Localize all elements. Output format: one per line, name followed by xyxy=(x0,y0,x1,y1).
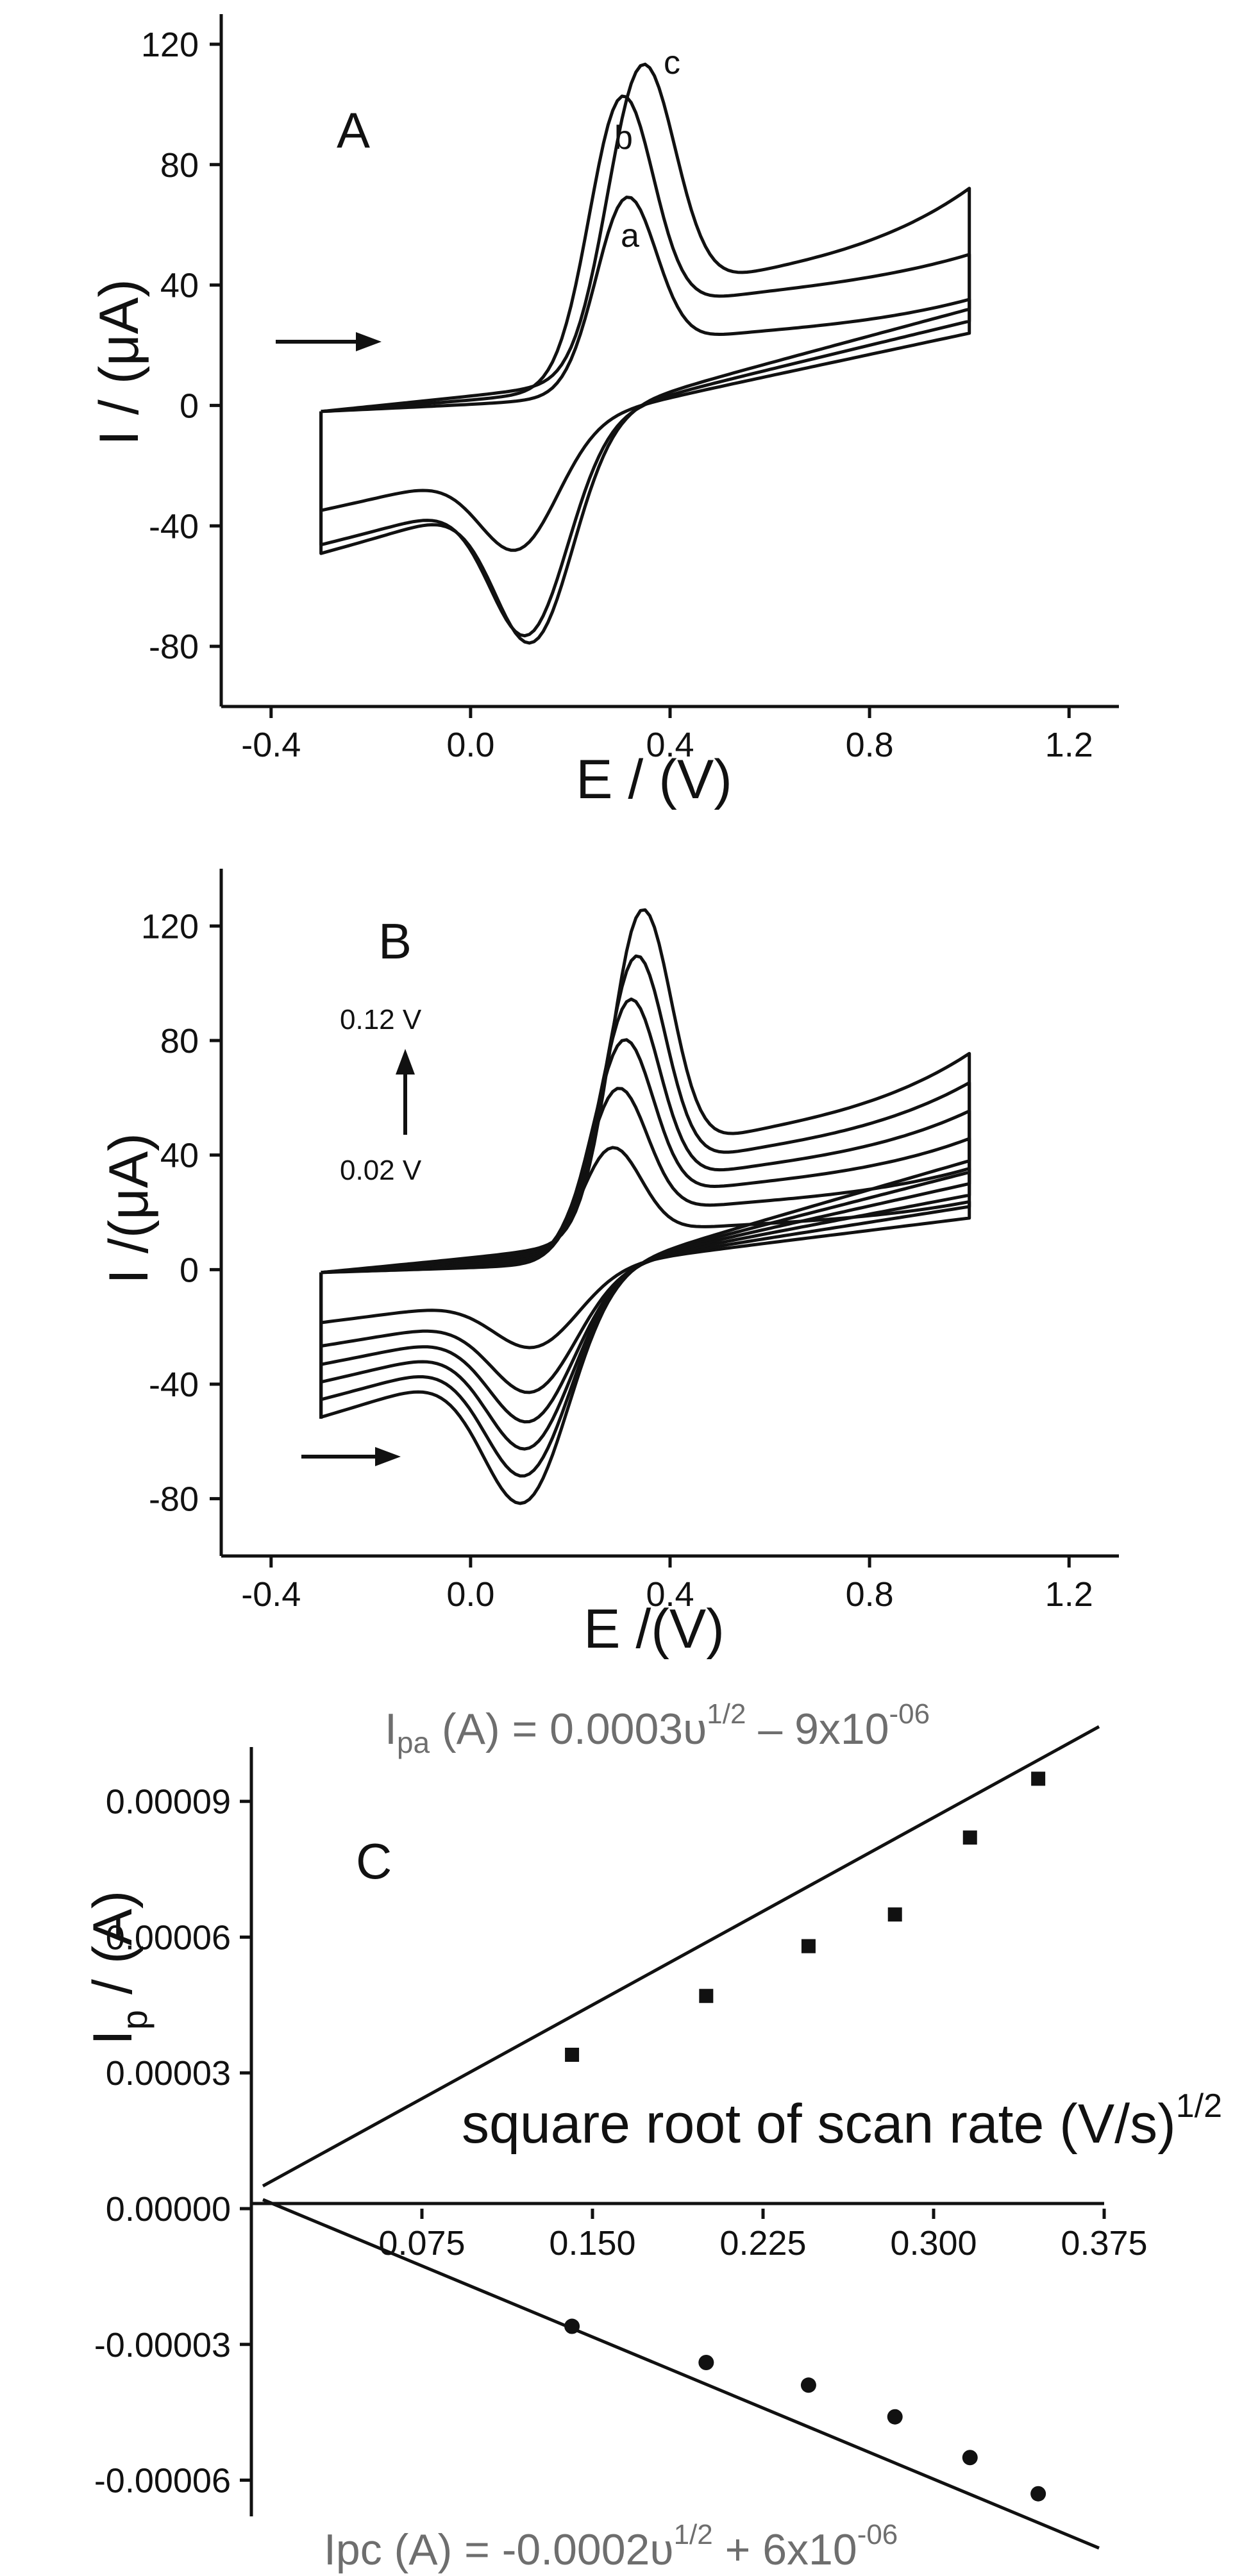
cv-curve-rate-4 xyxy=(319,997,971,1451)
cv-curve-rate-6 xyxy=(319,908,971,1505)
panel-c-ytick-label: 0.00006 xyxy=(106,1918,231,1957)
panel-b-ytick-label: -40 xyxy=(149,1366,199,1404)
panel-a-xtick-label: -0.4 xyxy=(241,726,301,764)
data-point-ipc xyxy=(698,2355,714,2370)
panel-c-ytick-label: 0.00000 xyxy=(106,2190,231,2229)
panel-a-ytick-label: 40 xyxy=(160,267,199,305)
panel-b-xtick-label: 0.0 xyxy=(446,1575,494,1614)
fit-line-ipa xyxy=(262,1725,1100,2187)
panel-a-ytick-label: 80 xyxy=(160,146,199,185)
panel-c: 0.075 0.150 0.225 0.300 0.375 0.00009 0.00006 0… xyxy=(82,1698,1222,2574)
data-point-ipa xyxy=(699,1989,714,2003)
rate-increase-arrow xyxy=(396,1049,415,1135)
panel-b-ytick-label: 120 xyxy=(141,907,199,946)
annotation-high-rate: 0.12 V xyxy=(340,1004,422,1035)
panel-c-xlabel: square root of scan rate (V/s)1/2 xyxy=(462,2087,1222,2155)
cv-curve-c xyxy=(319,62,971,645)
cv-curve-rate-5 xyxy=(319,954,971,1478)
panel-c-xtick-label: 0.075 xyxy=(378,2224,465,2262)
panel-a-xtick-label: 0.0 xyxy=(446,726,494,764)
panel-c-xtick-label: 0.150 xyxy=(549,2224,635,2262)
panel-b-ytick-label: 80 xyxy=(160,1022,199,1060)
panel-a-ytick-label: 120 xyxy=(141,26,199,64)
data-point-ipa xyxy=(565,2048,580,2062)
panel-a-label: A xyxy=(337,102,370,158)
panel-c-ytick-label: 0.00009 xyxy=(106,1783,231,1821)
cv-curve-b xyxy=(319,94,971,638)
panel-a-ytick-label: -80 xyxy=(149,628,199,666)
panel-a-scan-arrow xyxy=(276,332,382,351)
panel-b-label: B xyxy=(378,913,412,969)
panel-c-xtick-label: 0.300 xyxy=(890,2224,977,2262)
panel-a-xlabel: E / (V) xyxy=(576,749,732,810)
curve-label-c: c xyxy=(664,44,680,81)
panel-b-xtick-label: -0.4 xyxy=(241,1575,301,1614)
data-point-ipa xyxy=(1031,1771,1046,1786)
panel-b-ytick-label: -80 xyxy=(149,1480,199,1519)
panel-a-xtick-label: 0.4 xyxy=(646,726,694,764)
panel-c-ytick-label: -0.00006 xyxy=(94,2462,231,2500)
panel-a: -0.4 0.0 0.4 0.8 1.2 120 80 40 0 -40 -80 A E / (V)… xyxy=(88,14,1119,810)
panel-c-xtick-label: 0.225 xyxy=(719,2224,806,2262)
data-point-ipc xyxy=(1030,2486,1046,2502)
data-point-ipc xyxy=(962,2450,978,2466)
panel-b-xtick-label: 1.2 xyxy=(1045,1575,1093,1614)
panel-b-xlabel: E /(V) xyxy=(584,1598,725,1660)
cv-curve-rate-1 xyxy=(319,1146,971,1350)
panel-c-ytick-label: 0.00003 xyxy=(106,2054,231,2093)
panel-c-label: C xyxy=(356,1833,392,1889)
panel-a-ytick-label: -40 xyxy=(149,507,199,546)
curve-label-a: a xyxy=(621,217,639,255)
panel-b-xtick-label: 0.4 xyxy=(646,1575,694,1614)
cathodic-fit-equation: Ipc (A) = -0.0002υ1/2 + 6x10-06 xyxy=(324,2519,898,2574)
fit-line-ipc xyxy=(262,2198,1100,2550)
annotation-low-rate: 0.02 V xyxy=(340,1155,422,1186)
panel-a-ylabel: I / (μA) xyxy=(88,279,150,446)
anodic-fit-equation: Ipa (A) = 0.0003υ1/2 – 9x10-06 xyxy=(385,1698,930,1759)
panel-a-xtick-label: 0.8 xyxy=(846,726,894,764)
panel-b-ytick-label: 0 xyxy=(180,1251,199,1289)
panel-b-xtick-label: 0.8 xyxy=(846,1575,894,1614)
curve-label-b: b xyxy=(614,119,633,156)
data-point-ipc xyxy=(800,2377,816,2393)
data-point-ipa xyxy=(887,1907,902,1922)
panel-b-ylabel: I /(μA) xyxy=(98,1133,160,1284)
panel-c-ytick-label: -0.00003 xyxy=(94,2326,231,2364)
panel-a-ytick-label: 0 xyxy=(180,387,199,425)
panel-c-xtick-label: 0.375 xyxy=(1061,2224,1147,2262)
data-point-ipc xyxy=(564,2318,580,2334)
data-point-ipc xyxy=(887,2409,903,2425)
data-point-ipa xyxy=(962,1830,977,1845)
panel-a-xtick-label: 1.2 xyxy=(1045,726,1093,764)
cv-curve-a xyxy=(319,196,971,552)
panel-b-scan-arrow xyxy=(301,1447,401,1466)
data-point-ipa xyxy=(801,1939,816,1953)
panel-c-ylabel: Ip / (A) xyxy=(82,1891,155,2045)
panel-b-ytick-label: 40 xyxy=(160,1137,199,1175)
